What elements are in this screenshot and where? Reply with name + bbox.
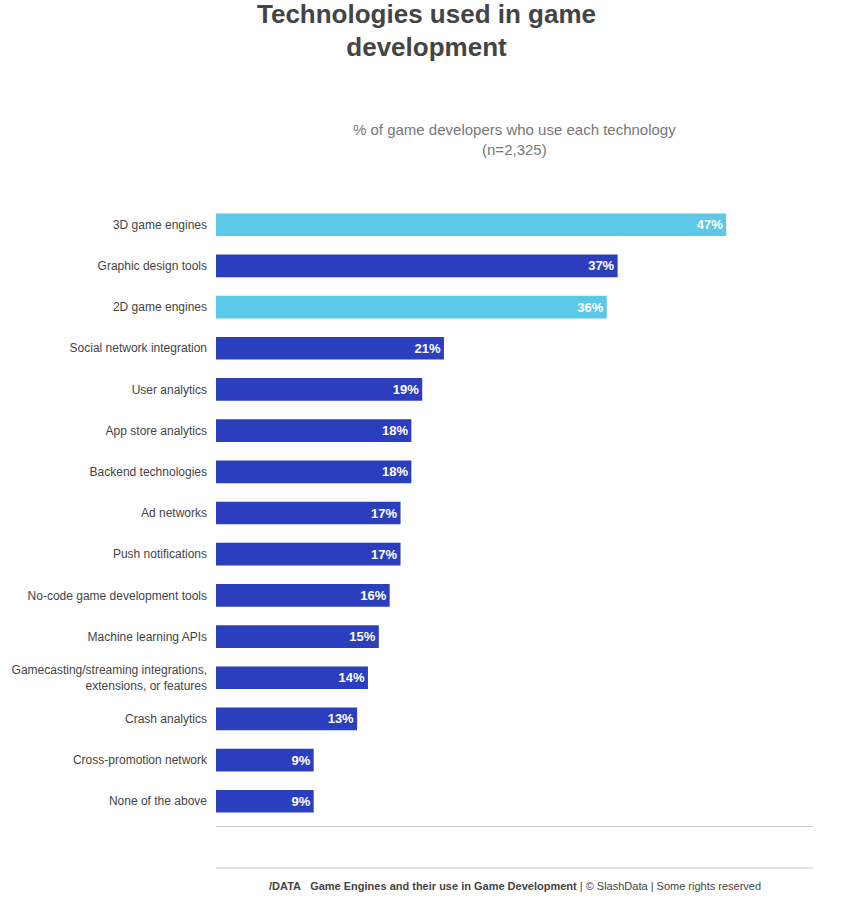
svg-text:36%: 36% (577, 300, 603, 315)
svg-text:19%: 19% (393, 382, 419, 397)
svg-text:Ad networks: Ad networks (141, 506, 207, 520)
svg-text:None of the above: None of the above (109, 794, 207, 808)
svg-text:13%: 13% (328, 711, 354, 726)
svg-text:15%: 15% (349, 629, 375, 644)
svg-text:17%: 17% (371, 506, 397, 521)
svg-text:37%: 37% (588, 258, 614, 273)
svg-text:Gamecasting/streaming integrat: Gamecasting/streaming integrations,exten… (12, 663, 207, 693)
svg-text:Graphic design tools: Graphic design tools (98, 259, 207, 273)
svg-text:% of game developers who use e: % of game developers who use each techno… (353, 121, 676, 158)
svg-text:Cross-promotion network: Cross-promotion network (73, 753, 208, 767)
svg-text:No-code game development tools: No-code game development tools (28, 589, 207, 603)
svg-text:Social network integration: Social network integration (70, 341, 207, 355)
svg-text:16%: 16% (360, 588, 386, 603)
svg-text:User analytics: User analytics (132, 383, 207, 397)
svg-text:9%: 9% (291, 794, 310, 809)
svg-text:Technologies used in gamedevel: Technologies used in gamedevelopment (257, 0, 596, 62)
svg-text:Backend technologies: Backend technologies (90, 465, 207, 479)
svg-text:14%: 14% (339, 670, 365, 685)
svg-text:Crash analytics: Crash analytics (125, 712, 207, 726)
svg-text:App store analytics: App store analytics (106, 424, 207, 438)
svg-text:/DATA Game Engines and their: /DATA Game Engines and their use in Game… (269, 880, 761, 892)
svg-text:17%: 17% (371, 547, 397, 562)
svg-text:47%: 47% (697, 217, 723, 232)
svg-text:18%: 18% (382, 464, 408, 479)
svg-text:2D game engines: 2D game engines (113, 300, 207, 314)
svg-text:18%: 18% (382, 423, 408, 438)
svg-text:Push notifications: Push notifications (113, 547, 207, 561)
svg-text:9%: 9% (291, 753, 310, 768)
svg-text:Machine learning APIs: Machine learning APIs (88, 630, 207, 644)
svg-text:21%: 21% (414, 341, 440, 356)
svg-text:3D game engines: 3D game engines (113, 218, 207, 232)
